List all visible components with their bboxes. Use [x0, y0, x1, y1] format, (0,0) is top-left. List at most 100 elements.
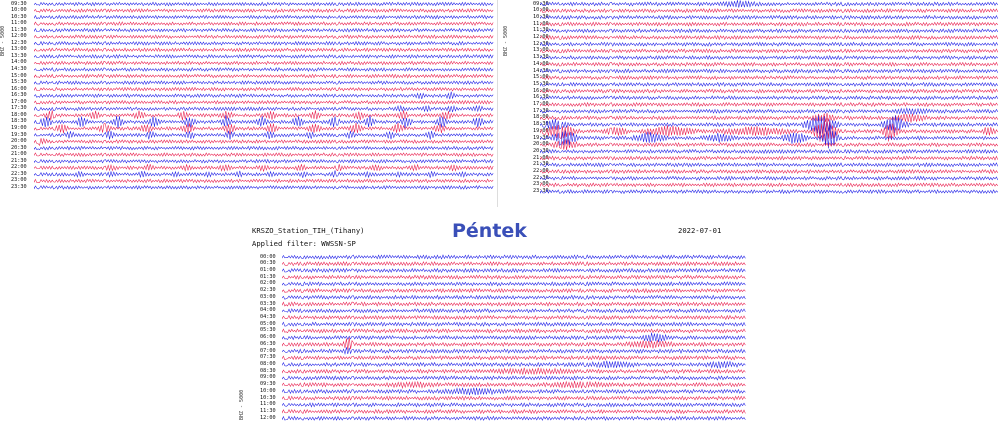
seismic-trace — [540, 54, 998, 61]
seismic-trace — [540, 107, 998, 116]
seismic-trace — [282, 380, 746, 390]
time-label: 08:00 — [260, 361, 276, 368]
seismic-trace — [34, 60, 494, 66]
seismic-trace — [34, 145, 494, 151]
seismic-trace — [540, 81, 998, 88]
seismic-trace — [540, 124, 998, 149]
time-label: 15:30 — [11, 79, 27, 86]
time-label: 03:00 — [260, 293, 276, 300]
seismic-trace — [540, 189, 998, 195]
seismic-trace — [34, 104, 494, 113]
seismic-trace — [540, 115, 998, 137]
seismic-trace — [282, 395, 746, 401]
time-label: 01:00 — [260, 266, 276, 273]
seismic-trace — [282, 355, 746, 361]
seismic-trace — [34, 130, 494, 140]
seismic-trace — [282, 287, 746, 294]
time-label: 00:30 — [260, 260, 276, 267]
seismic-trace — [282, 347, 746, 355]
time-label: 12:00 — [260, 414, 276, 421]
time-label: 17:30 — [11, 105, 27, 112]
time-label: 05:30 — [260, 327, 276, 334]
time-label: 02:00 — [260, 280, 276, 287]
seismic-trace — [282, 314, 746, 321]
amplitude-axis-label-bottom: BHZ - 5000 — [239, 389, 245, 420]
seismic-trace — [282, 308, 746, 314]
seismic-trace — [282, 332, 746, 343]
seismic-trace — [34, 99, 494, 105]
seismic-trace — [540, 8, 998, 14]
time-label: 05:00 — [260, 320, 276, 327]
helicorder-traces-left — [34, 1, 494, 190]
seismic-trace — [34, 115, 494, 129]
time-label: 23:00 — [11, 177, 27, 184]
time-label: 21:30 — [11, 157, 27, 164]
seismic-trace — [282, 281, 746, 287]
amplitude-axis-label-left: BHZ - 5000 — [0, 25, 6, 56]
seismic-trace — [34, 1, 494, 7]
seismic-trace — [540, 182, 998, 188]
time-label: 02:30 — [260, 287, 276, 294]
seismic-trace — [282, 367, 746, 376]
seismic-trace — [34, 110, 494, 121]
time-label: 07:00 — [260, 347, 276, 354]
seismic-trace — [34, 8, 494, 13]
seismic-trace — [282, 402, 746, 408]
seismic-trace — [540, 95, 998, 101]
time-label: 21:00 — [11, 151, 27, 158]
seismic-trace — [34, 34, 494, 40]
time-label: 03:30 — [260, 300, 276, 307]
seismic-trace — [34, 14, 494, 20]
seismic-trace — [34, 47, 494, 53]
seismic-trace — [282, 254, 746, 260]
time-label: 10:00 — [11, 7, 27, 14]
time-label: 01:30 — [260, 273, 276, 280]
seismic-trace — [540, 14, 998, 20]
time-label: 06:30 — [260, 340, 276, 347]
seismic-trace — [34, 137, 494, 146]
helicorder-traces-bottom — [282, 254, 746, 421]
seismic-trace — [282, 387, 746, 396]
time-label: 11:30 — [11, 26, 27, 33]
time-label: 23:30 — [11, 183, 27, 190]
time-label: 11:00 — [11, 20, 27, 27]
time-label: 14:00 — [11, 59, 27, 66]
time-label: 22:00 — [11, 164, 27, 171]
seismic-trace — [540, 68, 998, 74]
time-label: 11:00 — [260, 401, 276, 408]
seismic-trace — [282, 294, 746, 301]
seismic-trace — [282, 337, 746, 350]
time-label: 11:30 — [260, 408, 276, 415]
time-label: 13:00 — [11, 46, 27, 53]
seismic-trace — [282, 260, 746, 267]
seismic-trace — [34, 67, 494, 72]
time-label: 10:00 — [260, 387, 276, 394]
seismic-trace — [540, 139, 998, 151]
seismic-trace — [34, 53, 494, 59]
time-label: 04:30 — [260, 313, 276, 320]
seismic-trace — [282, 408, 746, 415]
seismic-trace — [540, 21, 998, 27]
seismic-trace — [34, 122, 494, 135]
seismic-trace — [34, 73, 494, 79]
seismic-trace — [540, 175, 998, 181]
seismic-trace — [540, 34, 998, 41]
seismic-trace — [540, 48, 998, 54]
time-label: 12:00 — [11, 33, 27, 40]
seismic-trace — [282, 321, 746, 327]
seismic-trace — [34, 40, 494, 46]
time-label: 18:00 — [11, 111, 27, 118]
time-label: 08:30 — [260, 367, 276, 374]
time-label: 12:30 — [11, 39, 27, 46]
time-label: 18:30 — [11, 118, 27, 125]
time-label: 19:30 — [533, 134, 549, 141]
seismic-trace — [540, 75, 998, 81]
time-label: 09:30 — [260, 381, 276, 388]
time-label: 22:30 — [11, 170, 27, 177]
seismogram-panel-bottom: KRSZO_Station_TIH_(Tihany) Applied filte… — [239, 212, 754, 430]
time-label: 09:00 — [260, 374, 276, 381]
seismic-trace — [540, 28, 998, 34]
seismic-trace — [282, 267, 746, 274]
day-title: Péntek — [452, 220, 527, 242]
seismic-trace — [282, 274, 746, 280]
